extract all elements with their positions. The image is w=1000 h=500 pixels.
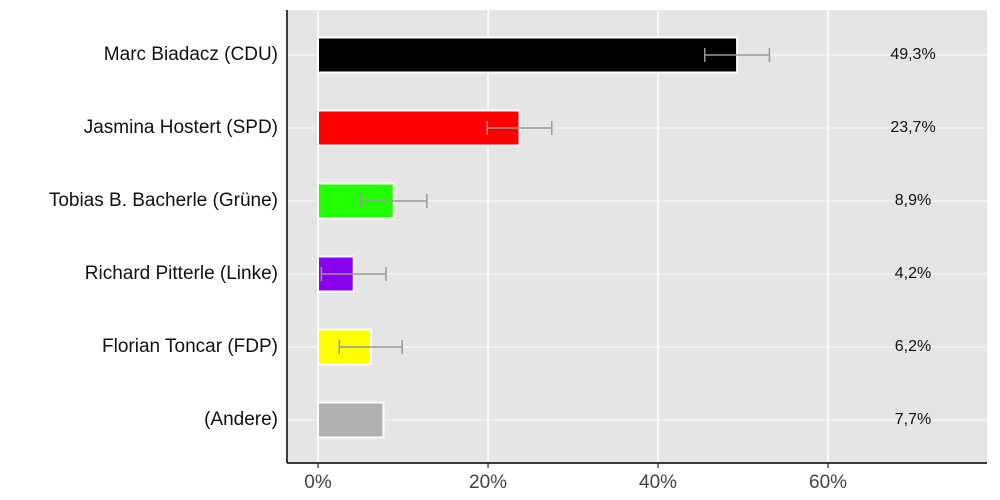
x-tick-label: 0%	[304, 472, 332, 493]
category-label: Richard Pitterle (Linke)	[85, 263, 278, 284]
x-tick-label: 40%	[639, 472, 677, 493]
value-label: 23,7%	[890, 119, 935, 136]
value-label: 7,7%	[895, 411, 931, 428]
category-label: Tobias B. Bacherle (Grüne)	[49, 190, 278, 211]
value-label: 8,9%	[895, 192, 931, 209]
category-label: Florian Toncar (FDP)	[102, 336, 278, 357]
error-bar	[359, 194, 428, 208]
error-bar	[338, 340, 403, 354]
bar	[317, 36, 739, 74]
plot-background	[287, 10, 987, 463]
category-label: Marc Biadacz (CDU)	[104, 44, 278, 65]
value-label: 49,3%	[890, 46, 935, 63]
error-bar	[320, 267, 387, 281]
category-label: (Andere)	[204, 409, 278, 430]
x-tick-label: 60%	[809, 472, 847, 493]
error-bar	[704, 48, 771, 62]
value-label: 6,2%	[895, 338, 931, 355]
x-tick-label: 20%	[469, 472, 507, 493]
bar	[317, 401, 385, 439]
category-label: Jasmina Hostert (SPD)	[84, 117, 278, 138]
error-bar	[486, 121, 553, 135]
value-label: 4,2%	[895, 265, 931, 282]
